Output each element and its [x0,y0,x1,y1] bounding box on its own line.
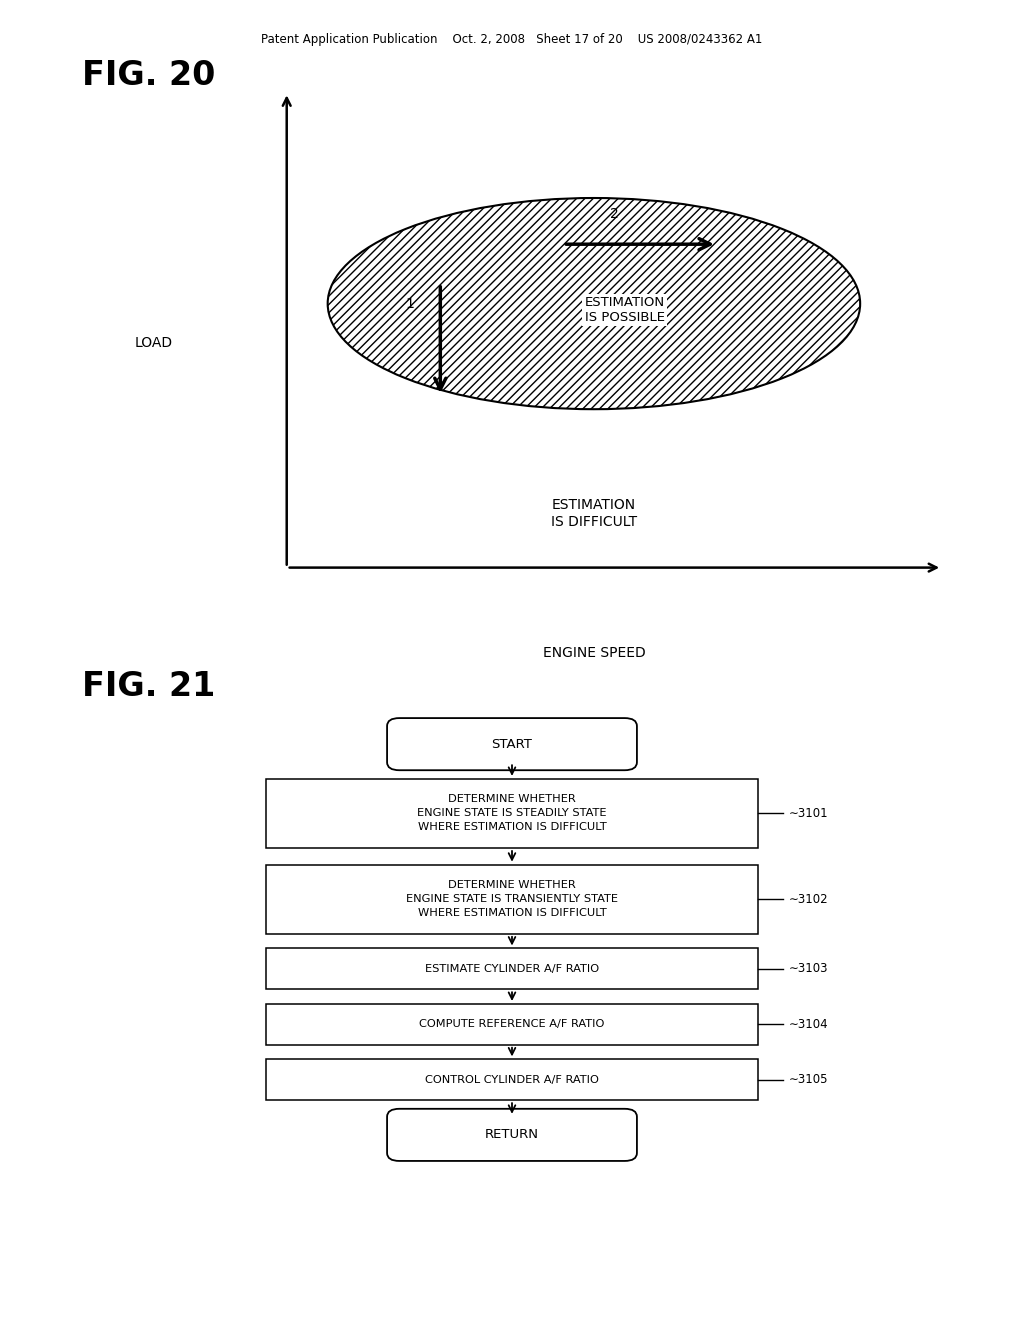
Text: ∼3103: ∼3103 [788,962,828,975]
Text: START: START [492,738,532,751]
Text: ENGINE SPEED: ENGINE SPEED [543,647,645,660]
Text: RETURN: RETURN [485,1129,539,1142]
Bar [266,948,758,990]
Text: CONTROL CYLINDER A/F RATIO: CONTROL CYLINDER A/F RATIO [425,1074,599,1085]
Text: LOAD: LOAD [134,337,173,350]
Text: ESTIMATE CYLINDER A/F RATIO: ESTIMATE CYLINDER A/F RATIO [425,964,599,974]
Bar [266,865,758,935]
Text: 1: 1 [406,297,415,310]
Bar [266,1059,758,1101]
Text: FIG. 21: FIG. 21 [82,671,215,702]
Text: DETERMINE WHETHER
ENGINE STATE IS STEADILY STATE
WHERE ESTIMATION IS DIFFICULT: DETERMINE WHETHER ENGINE STATE IS STEADI… [417,795,607,833]
Text: DETERMINE WHETHER
ENGINE STATE IS TRANSIENTLY STATE
WHERE ESTIMATION IS DIFFICUL: DETERMINE WHETHER ENGINE STATE IS TRANSI… [406,880,618,919]
Text: ESTIMATION
IS DIFFICULT: ESTIMATION IS DIFFICULT [551,498,637,528]
Text: ∼3104: ∼3104 [788,1018,828,1031]
Text: ∼3102: ∼3102 [788,892,828,906]
FancyBboxPatch shape [387,1109,637,1162]
Text: ∼3105: ∼3105 [788,1073,828,1086]
Bar [266,779,758,849]
Text: ∼3101: ∼3101 [788,807,828,820]
Text: ESTIMATION
IS POSSIBLE: ESTIMATION IS POSSIBLE [585,296,665,325]
Text: FIG. 20: FIG. 20 [82,59,215,92]
Text: Patent Application Publication    Oct. 2, 2008   Sheet 17 of 20    US 2008/02433: Patent Application Publication Oct. 2, 2… [261,33,763,46]
Text: 2: 2 [610,207,618,222]
FancyBboxPatch shape [387,718,637,771]
Ellipse shape [328,198,860,409]
Bar [266,1003,758,1045]
Text: COMPUTE REFERENCE A/F RATIO: COMPUTE REFERENCE A/F RATIO [419,1019,605,1030]
